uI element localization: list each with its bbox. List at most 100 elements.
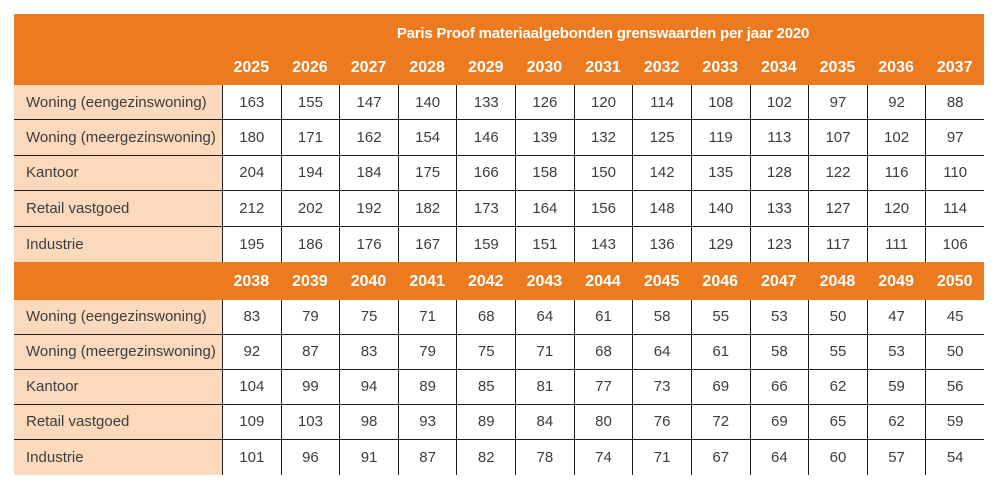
year-header-2026: 2026 [280, 48, 340, 85]
value-cell: 68 [573, 334, 633, 370]
value-cell: 173 [456, 191, 516, 227]
year-header-2028: 2028 [397, 48, 457, 85]
value-cell: 53 [749, 299, 809, 335]
value-cell: 123 [749, 226, 809, 262]
value-cell: 91 [339, 439, 398, 475]
value-cell: 126 [515, 85, 574, 121]
value-cell: 69 [690, 369, 750, 405]
value-cell: 62 [866, 404, 926, 440]
value-cell: 83 [339, 334, 398, 370]
value-cell: 58 [749, 334, 809, 370]
row-label-woning-meergezinswoning-2: Woning (meergezinswoning) [14, 334, 222, 370]
value-cell: 186 [280, 226, 340, 262]
value-cell: 180 [222, 120, 281, 156]
value-cell: 142 [632, 155, 691, 192]
header-corner-title [14, 14, 222, 48]
year-header-2049: 2049 [866, 261, 926, 300]
value-cell: 65 [808, 404, 867, 440]
value-cell: 159 [456, 226, 516, 262]
year-header-2031: 2031 [573, 48, 633, 85]
value-cell: 83 [222, 299, 281, 335]
value-cell: 148 [632, 191, 691, 227]
value-cell: 62 [808, 369, 867, 405]
header-corner-years-2 [14, 261, 222, 300]
value-cell: 71 [632, 439, 691, 475]
value-cell: 96 [280, 439, 340, 475]
value-cell: 116 [866, 155, 926, 192]
row-label-kantoor-2: Kantoor [14, 369, 222, 405]
value-cell: 146 [456, 120, 516, 156]
year-header-2045: 2045 [632, 261, 691, 300]
year-header-2042: 2042 [456, 261, 516, 300]
value-cell: 82 [456, 439, 516, 475]
year-header-2030: 2030 [515, 48, 574, 85]
value-cell: 89 [456, 404, 516, 440]
year-header-2046: 2046 [690, 261, 750, 300]
value-cell: 119 [690, 120, 750, 156]
value-cell: 84 [515, 404, 574, 440]
value-cell: 61 [573, 299, 633, 335]
value-cell: 192 [339, 191, 398, 227]
value-cell: 164 [515, 191, 574, 227]
value-cell: 67 [690, 439, 750, 475]
year-header-2038: 2038 [222, 261, 281, 300]
value-cell: 75 [339, 299, 398, 335]
year-header-2044: 2044 [573, 261, 633, 300]
value-cell: 69 [749, 404, 809, 440]
value-cell: 204 [222, 155, 281, 192]
value-cell: 85 [456, 369, 516, 405]
value-cell: 158 [515, 155, 574, 192]
value-cell: 72 [690, 404, 750, 440]
value-cell: 113 [749, 120, 809, 156]
value-cell: 94 [339, 369, 398, 405]
year-header-2037: 2037 [925, 48, 984, 85]
value-cell: 156 [573, 191, 633, 227]
value-cell: 133 [749, 191, 809, 227]
value-cell: 56 [925, 369, 984, 405]
value-cell: 147 [339, 85, 398, 121]
value-cell: 129 [690, 226, 750, 262]
value-cell: 71 [397, 299, 457, 335]
value-cell: 64 [632, 334, 691, 370]
row-label-retail-vastgoed-2: Retail vastgoed [14, 404, 222, 440]
value-cell: 89 [397, 369, 457, 405]
value-cell: 143 [573, 226, 633, 262]
value-cell: 103 [280, 404, 340, 440]
value-cell: 59 [866, 369, 926, 405]
header-corner-years-1 [14, 48, 222, 85]
value-cell: 202 [280, 191, 340, 227]
year-header-2033: 2033 [690, 48, 750, 85]
year-header-2035: 2035 [808, 48, 867, 85]
value-cell: 45 [925, 299, 984, 335]
row-label-kantoor-1: Kantoor [14, 155, 222, 192]
row-label-woning-eengezinswoning-1: Woning (eengezinswoning) [14, 85, 222, 121]
value-cell: 73 [632, 369, 691, 405]
value-cell: 150 [573, 155, 633, 192]
value-cell: 53 [866, 334, 926, 370]
value-cell: 64 [749, 439, 809, 475]
value-cell: 176 [339, 226, 398, 262]
value-cell: 78 [515, 439, 574, 475]
value-cell: 57 [866, 439, 926, 475]
value-cell: 212 [222, 191, 281, 227]
year-header-2032: 2032 [632, 48, 691, 85]
value-cell: 111 [866, 226, 926, 262]
year-header-2048: 2048 [808, 261, 867, 300]
value-cell: 108 [690, 85, 750, 121]
value-cell: 47 [866, 299, 926, 335]
year-header-2041: 2041 [397, 261, 457, 300]
value-cell: 125 [632, 120, 691, 156]
year-header-2039: 2039 [280, 261, 340, 300]
value-cell: 102 [749, 85, 809, 121]
value-cell: 81 [515, 369, 574, 405]
value-cell: 110 [925, 155, 984, 192]
value-cell: 195 [222, 226, 281, 262]
value-cell: 55 [690, 299, 750, 335]
value-cell: 135 [690, 155, 750, 192]
value-cell: 194 [280, 155, 340, 192]
value-cell: 120 [573, 85, 633, 121]
paris-proof-table: Paris Proof materiaalgebonden grenswaard… [14, 14, 984, 475]
value-cell: 68 [456, 299, 516, 335]
value-cell: 79 [280, 299, 340, 335]
value-cell: 97 [808, 85, 867, 121]
